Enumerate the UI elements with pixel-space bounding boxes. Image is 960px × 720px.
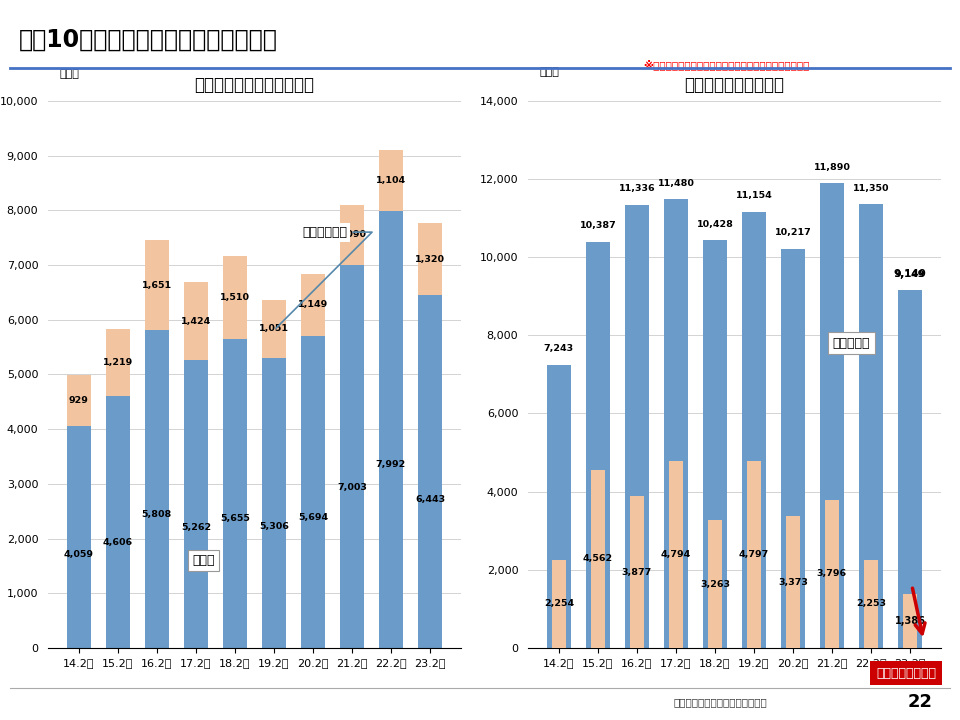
Text: 11,480: 11,480 — [658, 179, 694, 188]
Bar — [67, 426, 91, 648]
Text: 1,386: 1,386 — [0, 719, 1, 720]
Bar — [864, 560, 878, 648]
Text: 2,253: 2,253 — [856, 600, 886, 608]
Text: 10,428: 10,428 — [696, 220, 733, 229]
Text: 株式会社メディカル一光グループ: 株式会社メディカル一光グループ — [673, 697, 767, 707]
Bar — [747, 461, 761, 648]
Text: 5,655: 5,655 — [220, 513, 250, 523]
Text: 3,373: 3,373 — [778, 577, 808, 587]
Text: 1,051: 1,051 — [259, 325, 289, 333]
Text: 百万円: 百万円 — [60, 69, 80, 79]
Text: 1,424: 1,424 — [180, 317, 211, 325]
Text: 1,510: 1,510 — [220, 293, 250, 302]
Bar — [418, 223, 442, 295]
Text: 22: 22 — [908, 693, 933, 711]
Text: 過去10年間の現預金・有利子負債推移: 過去10年間の現預金・有利子負債推移 — [19, 27, 278, 52]
Bar — [379, 211, 403, 648]
Bar — [145, 330, 169, 648]
Text: 10,387: 10,387 — [580, 221, 616, 230]
Bar — [547, 365, 571, 648]
Bar — [820, 184, 844, 648]
Bar — [859, 204, 883, 648]
Text: 1,320: 1,320 — [415, 255, 444, 264]
Title: 現預金・投資有価証券推移: 現預金・投資有価証券推移 — [194, 76, 314, 94]
Bar — [663, 199, 688, 648]
Text: 929: 929 — [69, 396, 88, 405]
Text: 11,336: 11,336 — [618, 184, 655, 193]
Bar — [67, 375, 91, 426]
Bar — [183, 282, 208, 360]
Bar — [625, 205, 649, 648]
Text: 9,149: 9,149 — [895, 270, 925, 279]
Text: 1,219: 1,219 — [103, 358, 133, 367]
Bar — [300, 274, 325, 336]
Bar — [223, 338, 247, 648]
Text: 1,386: 1,386 — [895, 616, 925, 626]
Bar — [106, 396, 130, 648]
Bar — [902, 594, 917, 648]
Bar — [552, 560, 566, 648]
Text: 3,796: 3,796 — [817, 570, 847, 578]
Text: 百万円: 百万円 — [540, 68, 560, 77]
Text: 9,149: 9,149 — [894, 269, 926, 279]
Text: 10,217: 10,217 — [775, 228, 811, 237]
Bar — [223, 256, 247, 338]
Bar — [586, 242, 610, 648]
Bar — [145, 240, 169, 330]
Bar — [708, 521, 722, 648]
Bar — [780, 248, 805, 648]
Text: 5,306: 5,306 — [259, 521, 289, 531]
Text: 3,263: 3,263 — [700, 580, 730, 589]
Bar — [742, 212, 766, 648]
Text: 7,992: 7,992 — [375, 460, 406, 469]
Title: ネット有利子負債推移: ネット有利子負債推移 — [684, 76, 784, 94]
Bar — [300, 336, 325, 648]
Text: 4,797: 4,797 — [739, 550, 769, 559]
Text: 1,104: 1,104 — [376, 176, 406, 185]
Text: ※ネット有利子負債＝有利子負債－現預金・投資有価証券: ※ネット有利子負債＝有利子負債－現預金・投資有価証券 — [643, 60, 810, 71]
Bar — [825, 500, 839, 648]
Text: 4,794: 4,794 — [660, 550, 691, 559]
Bar — [183, 360, 208, 648]
Text: 3,877: 3,877 — [622, 568, 652, 577]
Bar — [418, 295, 442, 648]
Text: 有利子負債: 有利子負債 — [832, 337, 870, 350]
Bar — [340, 205, 364, 265]
Text: 2,254: 2,254 — [543, 600, 574, 608]
Bar — [590, 469, 605, 648]
Bar — [630, 497, 644, 648]
Text: 5,808: 5,808 — [142, 510, 172, 519]
Bar — [379, 150, 403, 211]
Text: ネット有利子負債: ネット有利子負債 — [876, 667, 936, 680]
Text: 7,243: 7,243 — [543, 344, 574, 354]
Text: 11,350: 11,350 — [852, 184, 889, 193]
Text: 4,059: 4,059 — [64, 550, 94, 559]
Text: 1,651: 1,651 — [142, 281, 172, 289]
Bar — [262, 358, 286, 648]
Text: 4,562: 4,562 — [583, 554, 612, 563]
Text: 5,694: 5,694 — [298, 513, 328, 521]
Text: 11,890: 11,890 — [813, 163, 851, 171]
Bar — [668, 461, 684, 648]
Bar — [703, 240, 727, 648]
Bar — [262, 300, 286, 358]
Bar — [106, 329, 130, 396]
Text: 現預金: 現預金 — [192, 554, 215, 567]
Text: 6,443: 6,443 — [415, 495, 445, 505]
Bar — [340, 265, 364, 648]
Text: 11,154: 11,154 — [735, 192, 772, 200]
Text: 1,149: 1,149 — [298, 300, 328, 310]
Bar — [898, 290, 922, 648]
Text: 1,090: 1,090 — [337, 230, 367, 240]
Text: 4,606: 4,606 — [103, 538, 132, 546]
Text: 投資有価証券: 投資有価証券 — [276, 225, 372, 328]
Bar — [785, 516, 801, 648]
Text: 5,262: 5,262 — [180, 523, 211, 531]
Text: 7,003: 7,003 — [337, 482, 367, 492]
